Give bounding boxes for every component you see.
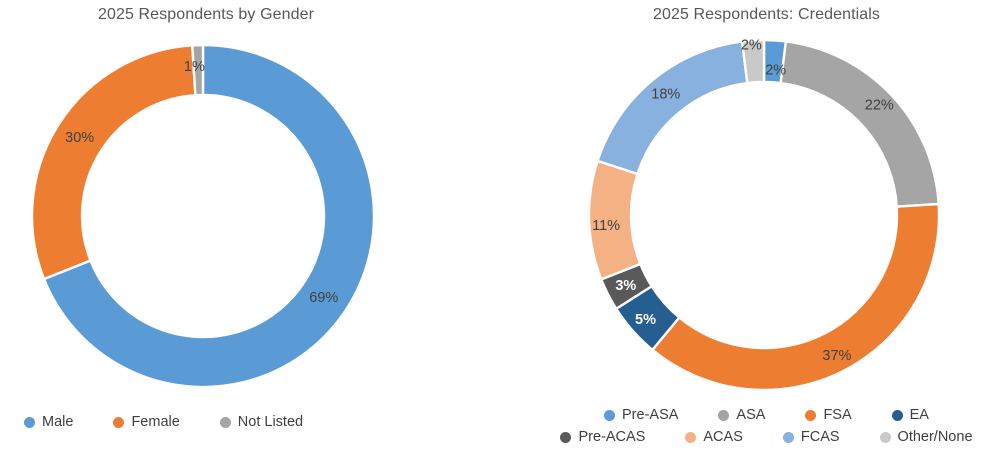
donut-slice-not-listed [191, 43, 205, 97]
data-label-ea: 5% [635, 312, 656, 328]
legend-item-female: Female [113, 414, 180, 430]
legend-marker-male-icon [24, 416, 35, 428]
data-label-not-listed: 1% [184, 59, 205, 75]
donut-slice-fsa [651, 202, 940, 391]
legend-label-other-none: Other/None [897, 429, 973, 445]
legend-item-pre-asa: Pre-ASA [604, 407, 678, 423]
legend-label-ea: EA [909, 407, 929, 423]
2025-respondents-by-gender-svg: 69% 30% 1% [30, 43, 376, 389]
legend-item-pre-acas: Pre-ACAS [560, 429, 645, 445]
data-label-male: 69% [309, 290, 338, 306]
data-label-other-none: 2% [741, 39, 762, 53]
data-label-fcas: 18% [651, 86, 680, 102]
donut-slice-fcas [596, 40, 749, 176]
legend-marker-not-listed-icon [219, 416, 231, 428]
legend-label-asa: ASA [736, 407, 766, 423]
legend-row: Pre-ASA ASA FSA EA [604, 407, 929, 423]
legend-marker-asa-icon [718, 409, 730, 421]
donut-slice-male [42, 43, 376, 389]
legend-item-fsa: FSA [805, 407, 852, 423]
legend-label-pre-asa: Pre-ASA [622, 407, 679, 423]
credentials-chart-title: 2025 Respondents: Credentials [652, 6, 881, 23]
legend-label-female: Female [131, 414, 180, 430]
gender-donut-plot: 69% 30% 1% [27, 40, 379, 392]
data-label-female: 30% [65, 130, 94, 146]
data-label-pre-asa: 2% [765, 62, 786, 78]
legend-item-not-listed: Not Listed [219, 414, 304, 430]
legend-label-fcas: FCAS [800, 429, 840, 445]
legend-label-acas: ACAS [703, 429, 743, 445]
legend-label-pre-acas: Pre-ACAS [578, 429, 646, 445]
credentials-donut-plot: 2% 22% 37% 5% 3% 11% 18% 2% [588, 39, 940, 391]
donut-slice-other-none [740, 39, 766, 85]
legend-marker-fcas-icon [782, 431, 794, 443]
legend-marker-pre-asa-icon [604, 409, 615, 421]
legend-item-other-none: Other/None [879, 429, 973, 445]
legend-row: Male Female Not Listed [24, 414, 303, 430]
data-label-asa: 22% [865, 98, 894, 114]
legend-item-asa: ASA [718, 407, 765, 423]
legend-marker-fsa-icon [805, 409, 817, 421]
legend-marker-pre-acas-icon [560, 431, 572, 443]
data-label-pre-acas: 3% [615, 278, 636, 294]
legend-item-ea: EA [891, 407, 929, 423]
gender-chart-title: 2025 Respondents by Gender [97, 6, 315, 23]
legend-marker-female-icon [113, 416, 125, 428]
data-label-fsa: 37% [822, 348, 851, 364]
legend-label-fsa: FSA [823, 407, 852, 423]
data-label-acas: 11% [592, 218, 620, 234]
legend-item-acas: ACAS [685, 429, 743, 445]
credentials-chart: 2025 Respondents: Credentials 2% 22% 37% 5%… [530, 0, 1003, 471]
legend-row: Pre-ACAS ACAS FCAS Other/None [560, 429, 973, 445]
legend-item-male: Male [24, 414, 73, 430]
legend-marker-other-none-icon [879, 431, 891, 443]
donut-slice-female [30, 44, 197, 281]
donut-slice-asa [779, 40, 940, 208]
legend-marker-acas-icon [685, 431, 697, 443]
gender-chart: 2025 Respondents by Gender 69% 30% 1% Male… [0, 0, 412, 471]
2025-respondents-credentials-svg: 2% 22% 37% 5% 3% 11% 18% 2% [588, 39, 940, 391]
legend-label-not-listed: Not Listed [237, 414, 304, 430]
legend-item-fcas: FCAS [782, 429, 840, 445]
credentials-chart-legend: Pre-ASA ASA FSA EA Pre-ACAS ACAS FCAS Other/Non… [530, 407, 1003, 445]
legend-marker-ea-icon [891, 409, 903, 421]
gender-chart-legend: Male Female Not Listed [0, 414, 412, 430]
legend-label-male: Male [42, 414, 74, 430]
